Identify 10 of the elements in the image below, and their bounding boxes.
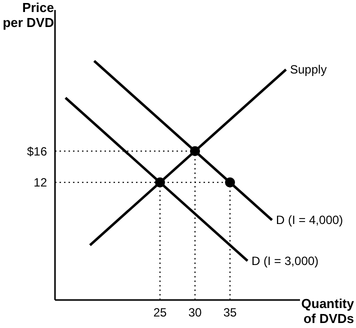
x-axis-title: Quantity of DVDs [300, 296, 354, 326]
series-label: D (I = 3,000) [252, 254, 319, 268]
x-tick-label: 30 [188, 306, 202, 320]
series-label: Supply [290, 62, 327, 77]
x-tick-label: 35 [223, 306, 237, 320]
series-label: D (I = 4,000) [276, 213, 344, 228]
x-tick-label: 25 [153, 306, 167, 320]
y-axis-title: Price per DVD [2, 0, 54, 30]
y-tick-label: $16 [26, 144, 48, 158]
y-tick-label: 12 [34, 176, 48, 190]
